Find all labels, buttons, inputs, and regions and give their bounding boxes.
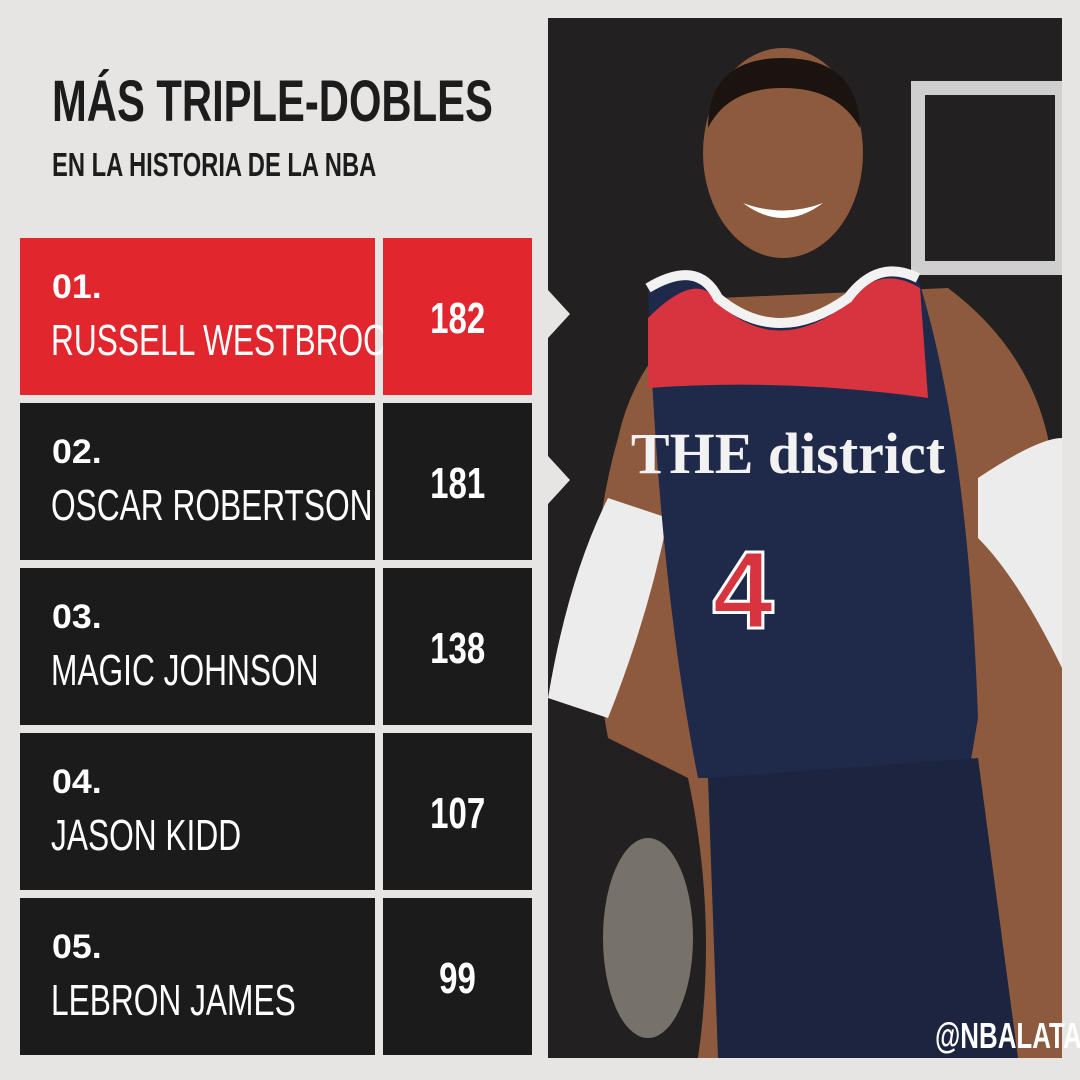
value: 182 [383, 294, 532, 344]
rank: 02. [52, 433, 102, 471]
rank: 03. [52, 598, 102, 636]
rank: 05. [52, 928, 102, 966]
player-name-text: LEBRON JAMES [51, 976, 296, 1025]
social-handle: @NBALATAM [935, 1015, 1080, 1057]
handle-text: @NBALATAM [935, 1015, 1080, 1056]
player-name-text: RUSSELL WESTBROOK [51, 316, 409, 365]
player-name-text: JASON KIDD [51, 811, 242, 860]
jersey-brand: THE district [631, 421, 946, 486]
rank: 01. [52, 268, 102, 306]
row-label-cell: 05. LEBRON JAMES [20, 898, 375, 1055]
row-value-cell: 138 [383, 568, 532, 725]
value-text: 182 [429, 294, 486, 343]
value-text: 181 [429, 459, 486, 508]
rank: 04. [52, 763, 102, 801]
row-value-cell: 181 [383, 403, 532, 560]
row-value-cell: 107 [383, 733, 532, 890]
pointers [548, 290, 570, 504]
player-name: OSCAR ROBERTSON [51, 481, 498, 531]
value-text: 107 [429, 789, 486, 838]
player-name-text: OSCAR ROBERTSON [51, 481, 373, 530]
value-text: 99 [439, 954, 476, 1003]
title-text: MÁS TRIPLE-DOBLES [52, 69, 493, 134]
player-name: MAGIC JOHNSON [51, 646, 423, 696]
subtitle: EN LA HISTORIA DE LA NBA [52, 146, 502, 184]
value: 107 [383, 789, 532, 839]
row-label-cell: 04. JASON KIDD [20, 733, 375, 890]
value: 99 [383, 954, 532, 1004]
title: MÁS TRIPLE-DOBLES [52, 68, 664, 135]
row-value-cell: 182 [383, 238, 532, 395]
player-photo: THE district 4 [548, 18, 1062, 1058]
subtitle-text: EN LA HISTORIA DE LA NBA [52, 146, 377, 183]
row-label-cell: 03. MAGIC JOHNSON [20, 568, 375, 725]
value: 138 [383, 624, 532, 674]
player-name-text: MAGIC JOHNSON [51, 646, 319, 695]
row-value-cell: 99 [383, 898, 532, 1055]
value-text: 138 [429, 624, 486, 673]
player-name: RUSSELL WESTBROOK [51, 316, 548, 366]
player-name: LEBRON JAMES [51, 976, 391, 1026]
jersey-number: 4 [712, 529, 773, 652]
value: 181 [383, 459, 532, 509]
player-name: JASON KIDD [51, 811, 315, 861]
row-label-cell: 02. OSCAR ROBERTSON [20, 403, 375, 560]
row-label-cell: 01. RUSSELL WESTBROOK [20, 238, 409, 395]
